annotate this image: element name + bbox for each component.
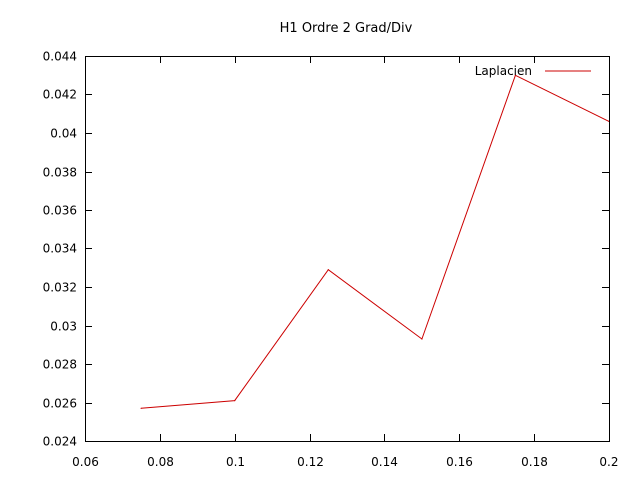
chart-title: H1 Ordre 2 Grad/Div bbox=[280, 21, 413, 36]
data-point bbox=[140, 407, 142, 409]
y-tick-label: 0.028 bbox=[43, 358, 77, 372]
x-tick-label: 0.08 bbox=[147, 455, 174, 469]
y-tick-label: 0.04 bbox=[50, 127, 77, 141]
y-tick-label: 0.038 bbox=[43, 166, 77, 180]
y-tick-label: 0.03 bbox=[50, 320, 77, 334]
x-tick-label: 0.1 bbox=[226, 455, 245, 469]
plot-frame bbox=[85, 56, 610, 442]
data-point bbox=[421, 338, 423, 340]
legend: Laplacien bbox=[475, 64, 591, 78]
series-layer bbox=[140, 74, 610, 409]
y-tick-label: 0.034 bbox=[43, 242, 77, 256]
data-point bbox=[234, 400, 236, 402]
y-tick-label: 0.024 bbox=[43, 435, 77, 449]
x-tick-label: 0.16 bbox=[446, 455, 473, 469]
x-tick-label: 0.12 bbox=[297, 455, 324, 469]
y-tick-label: 0.026 bbox=[43, 397, 77, 411]
series-line-0 bbox=[141, 74, 610, 409]
x-tick-label: 0.14 bbox=[371, 455, 398, 469]
data-point bbox=[514, 74, 517, 76]
y-axis: 0.024 0.026 0.028 0.03 0.032 0.034 0.036 0.038 0… bbox=[43, 50, 609, 449]
x-tick-label: 0.18 bbox=[521, 455, 548, 469]
data-point bbox=[327, 269, 329, 271]
legend-label: Laplacien bbox=[475, 64, 532, 78]
y-tick-label: 0.042 bbox=[43, 88, 77, 102]
y-tick-label: 0.036 bbox=[43, 204, 77, 218]
y-tick-label: 0.044 bbox=[43, 50, 77, 64]
x-tick-label: 0.06 bbox=[72, 455, 99, 469]
x-tick-label: 0.2 bbox=[599, 455, 618, 469]
y-tick-label: 0.032 bbox=[43, 281, 77, 295]
